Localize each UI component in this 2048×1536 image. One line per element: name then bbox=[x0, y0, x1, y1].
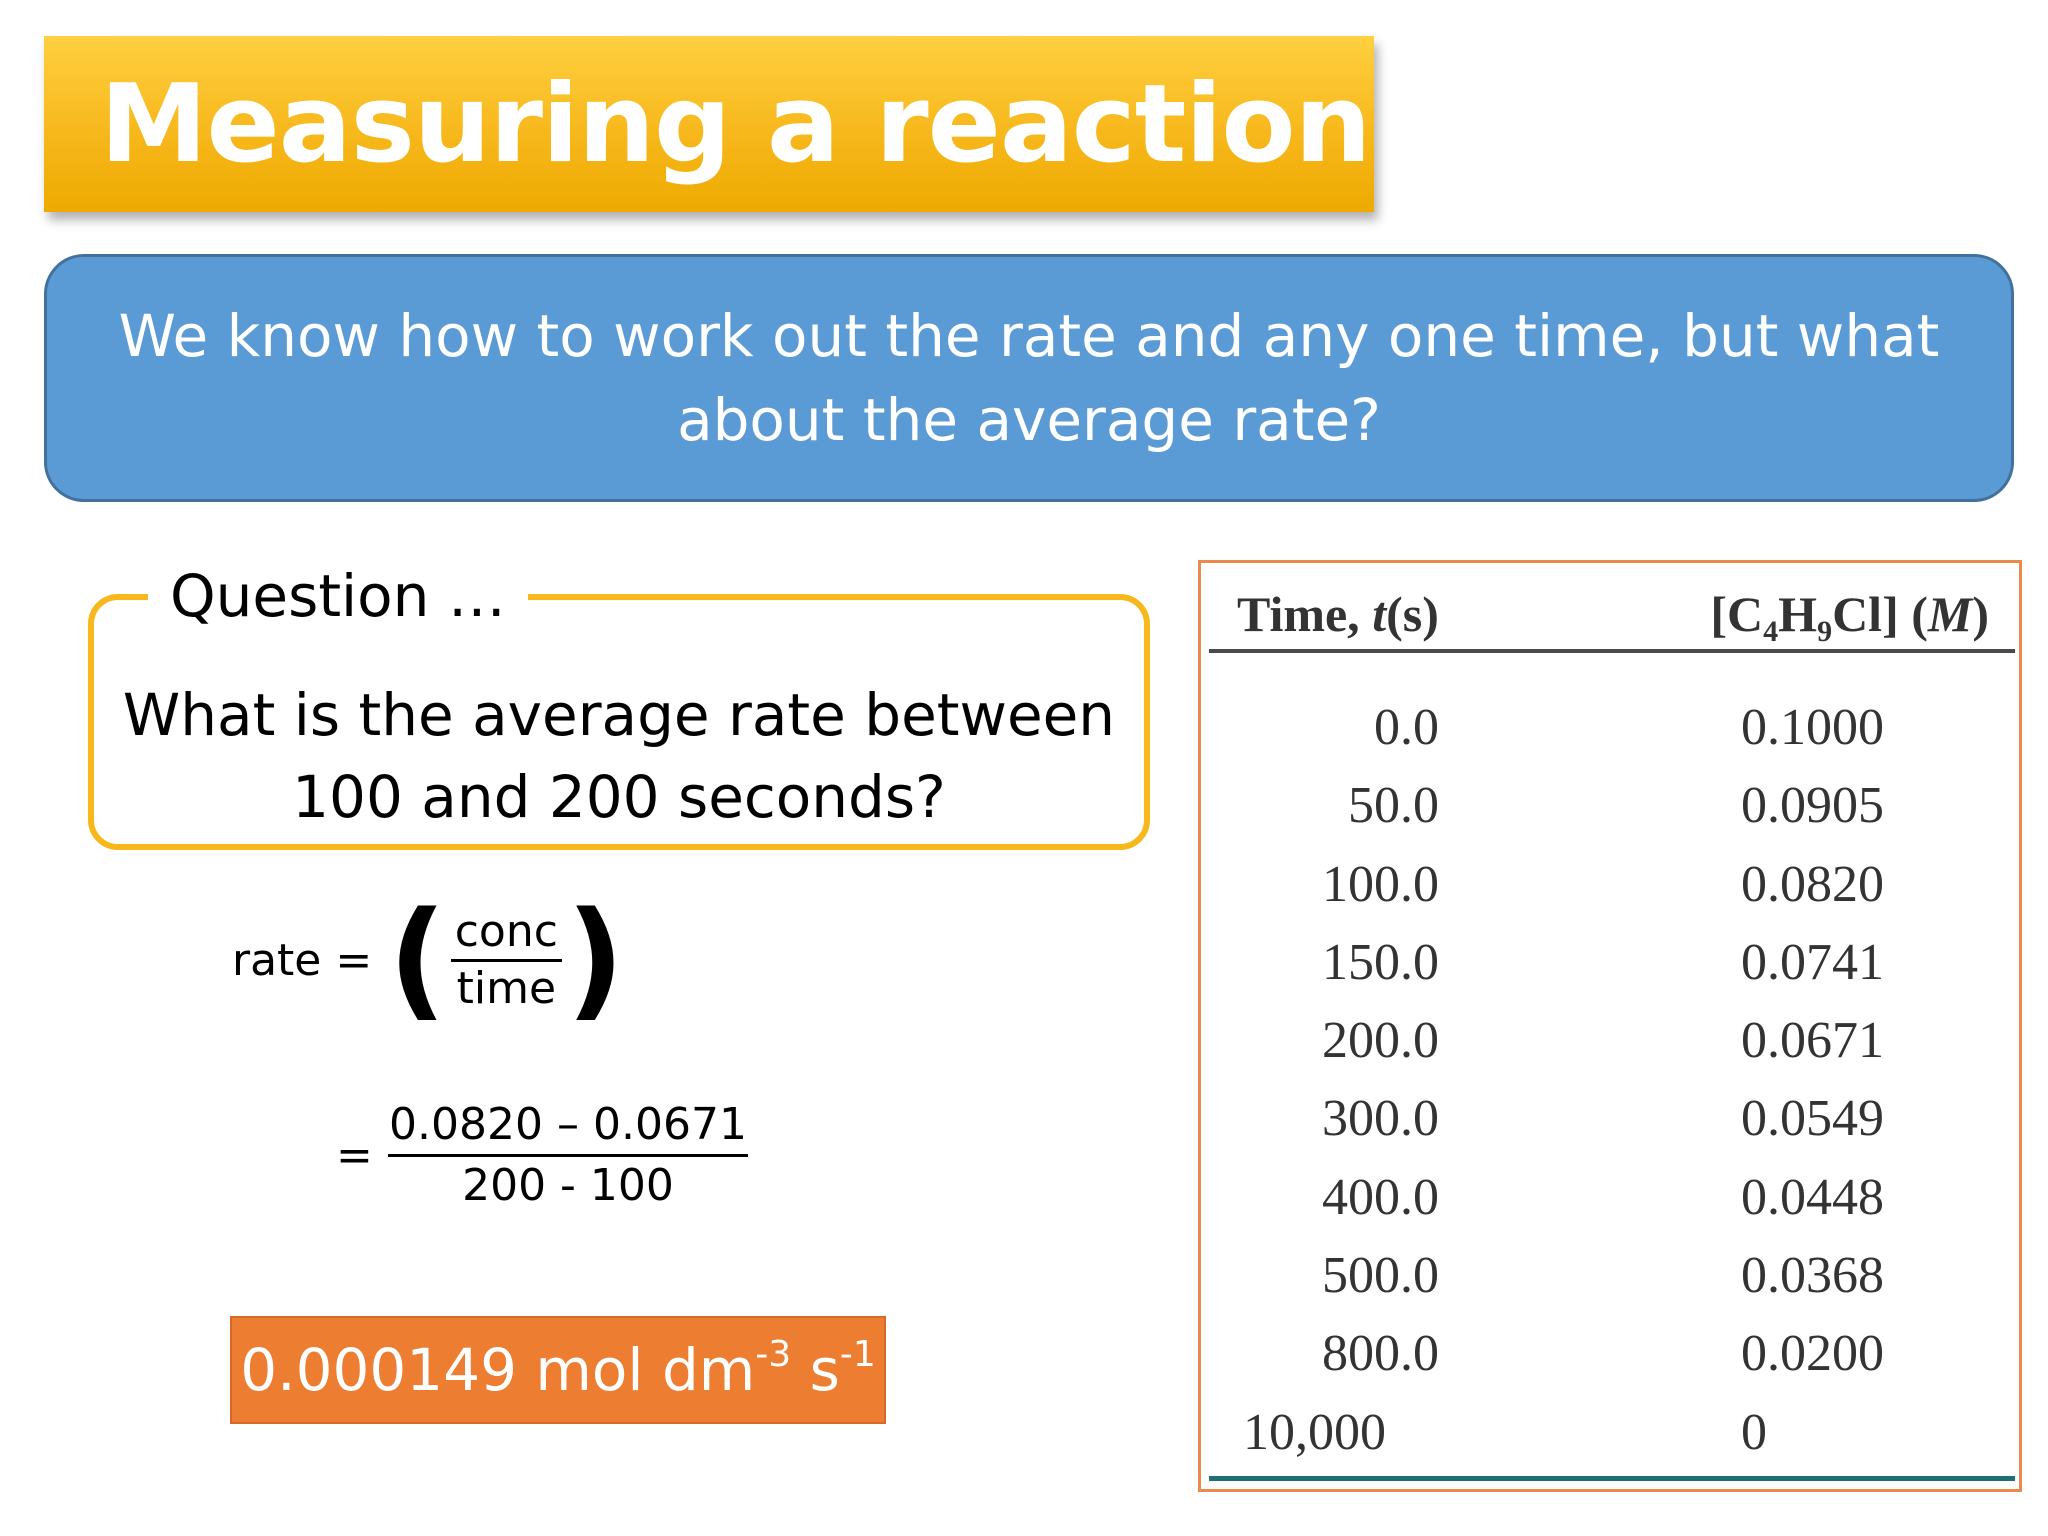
table-header-time: Time, t(s) bbox=[1237, 585, 1439, 643]
conc-cell: 0.0905 bbox=[1741, 777, 1884, 835]
answer-value: 0.000149 mol dm bbox=[240, 1336, 756, 1404]
intro-box: We know how to work out the rate and any… bbox=[44, 254, 2014, 502]
time-cell: 800.0 bbox=[1322, 1325, 1439, 1383]
conc-cell: 0.0368 bbox=[1741, 1247, 1884, 1305]
rate-formula: rate = ( conc time ) bbox=[232, 885, 625, 1034]
table-row: 800.0 0.0200 bbox=[1201, 1315, 2019, 1393]
time-cell: 200.0 bbox=[1322, 1012, 1439, 1070]
table-bottom-rule bbox=[1209, 1476, 2015, 1481]
conc-cell: 0.0200 bbox=[1741, 1325, 1884, 1383]
rate-fraction: conc time bbox=[450, 905, 562, 1016]
header-conc-a: [C bbox=[1710, 586, 1764, 642]
conc-cell: 0 bbox=[1741, 1403, 1767, 1461]
table-header-concentration: [C4H9Cl] (M) bbox=[1710, 585, 1989, 647]
header-conc-sub1: 4 bbox=[1763, 615, 1779, 648]
question-label: Question … bbox=[148, 560, 528, 632]
answer-unit-2: s bbox=[791, 1336, 840, 1404]
title-banner: Measuring a reaction rate bbox=[44, 36, 1655, 212]
time-cell: 50.0 bbox=[1348, 777, 1439, 835]
calculation-numerator: 0.0820 – 0.0671 bbox=[388, 1096, 748, 1157]
fraction-numerator: conc bbox=[450, 905, 562, 962]
rate-label: rate = bbox=[232, 934, 373, 986]
table-row: 0.0 0.1000 bbox=[1201, 689, 2019, 767]
header-time-prefix: Time, bbox=[1237, 586, 1373, 642]
header-conc-c: Cl] ( bbox=[1832, 586, 1928, 642]
conc-cell: 0.0549 bbox=[1741, 1090, 1884, 1148]
table-top-rule bbox=[1209, 649, 2015, 653]
header-time-unit: (s) bbox=[1386, 586, 1439, 642]
header-conc-sub2: 9 bbox=[1817, 615, 1833, 648]
time-cell: 0.0 bbox=[1374, 699, 1439, 756]
equals-sign: = bbox=[336, 1130, 373, 1181]
answer-box: 0.000149 mol dm-3 s-1 bbox=[230, 1316, 886, 1424]
intro-text: We know how to work out the rate and any… bbox=[118, 302, 1940, 454]
table-row: 50.0 0.0905 bbox=[1201, 767, 2019, 845]
time-cell: 10,000 bbox=[1243, 1403, 1386, 1461]
fraction-denominator: time bbox=[456, 962, 557, 1014]
question-box bbox=[88, 594, 1150, 850]
table-row: 300.0 0.0549 bbox=[1201, 1080, 2019, 1158]
conc-cell: 0.0741 bbox=[1741, 933, 1884, 991]
question-text: What is the average rate between 100 and… bbox=[122, 681, 1116, 831]
answer-text: 0.000149 mol dm-3 s-1 bbox=[240, 1336, 876, 1404]
conc-cell: 0.0448 bbox=[1741, 1168, 1884, 1226]
header-conc-b: H bbox=[1778, 586, 1818, 642]
answer-exponent-2: -1 bbox=[839, 1334, 876, 1375]
table-row: 400.0 0.0448 bbox=[1201, 1159, 2019, 1237]
time-cell: 150.0 bbox=[1322, 933, 1439, 991]
open-paren: ( bbox=[388, 885, 447, 1034]
time-cell: 100.0 bbox=[1322, 855, 1439, 913]
table-row: 100.0 0.0820 bbox=[1201, 846, 2019, 924]
conc-cell: 0.1000 bbox=[1741, 699, 1884, 756]
data-table: Time, t(s) [C4H9Cl] (M) 0.0 0.1000 50.0 0.… bbox=[1198, 560, 2022, 1492]
time-cell: 400.0 bbox=[1322, 1168, 1439, 1226]
calculation-fraction: 0.0820 – 0.0671 200 - 100 bbox=[388, 1096, 748, 1215]
table-row: 10,000 0 bbox=[1201, 1394, 2019, 1472]
table-body: 0.0 0.1000 50.0 0.0905 100.0 0.0820 150.0 0.… bbox=[1201, 689, 2019, 1472]
conc-cell: 0.0671 bbox=[1741, 1012, 1884, 1070]
calculation-denominator: 200 - 100 bbox=[462, 1160, 674, 1211]
close-paren: ) bbox=[565, 885, 625, 1034]
header-conc-unit: M bbox=[1927, 586, 1973, 642]
answer-exponent-1: -3 bbox=[755, 1334, 792, 1375]
slide-title: Measuring a reaction rate bbox=[100, 61, 1655, 187]
table-row: 500.0 0.0368 bbox=[1201, 1237, 2019, 1315]
header-time-var: t bbox=[1372, 586, 1387, 642]
time-cell: 300.0 bbox=[1322, 1090, 1439, 1148]
time-cell: 500.0 bbox=[1322, 1247, 1439, 1305]
conc-cell: 0.0820 bbox=[1741, 855, 1884, 913]
table-row: 200.0 0.0671 bbox=[1201, 1002, 2019, 1080]
table-row: 150.0 0.0741 bbox=[1201, 924, 2019, 1002]
header-conc-d: ) bbox=[1972, 586, 1989, 642]
